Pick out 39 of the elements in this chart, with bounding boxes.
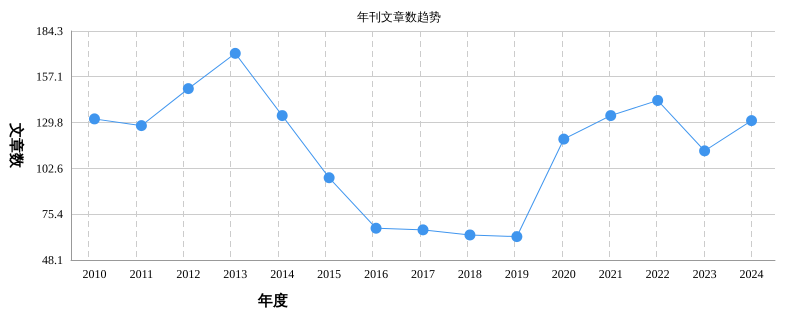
point: [558, 134, 570, 145]
point: [324, 172, 335, 184]
point: [230, 48, 241, 59]
x-tick-label: 2018: [458, 267, 482, 281]
point: [136, 120, 147, 132]
point: [605, 110, 616, 122]
chart-title: 年刊文章数趋势: [357, 10, 441, 24]
y-tick-label: 184.3: [36, 24, 63, 38]
point: [182, 83, 194, 94]
y-axis-title: 文章数: [8, 122, 26, 169]
x-tick-label: 2022: [646, 267, 670, 281]
x-tick-label: 2015: [317, 267, 342, 281]
x-tick-label: 2021: [598, 267, 623, 281]
x-axis-title: 年度: [257, 292, 288, 310]
y-tick-label: 48.1: [42, 253, 63, 267]
y-tick-label: 102.6: [36, 161, 63, 176]
point: [418, 224, 428, 236]
x-tick-label: 2019: [504, 267, 529, 281]
x-tick-label: 2012: [176, 267, 200, 281]
point: [88, 113, 100, 124]
point: [276, 110, 288, 122]
x-tick-label: 2010: [82, 267, 106, 281]
point: [370, 222, 382, 234]
point: [464, 229, 476, 240]
point: [746, 115, 758, 126]
x-tick-label: 2013: [223, 267, 248, 281]
x-tick-label: 2016: [364, 267, 388, 281]
x-tick-label: 2024: [740, 267, 764, 281]
point: [511, 231, 522, 242]
x-tick-label: 2023: [692, 267, 717, 281]
y-tick-label: 75.4: [42, 207, 63, 222]
y-tick-label: 157.1: [36, 70, 63, 84]
point: [699, 145, 710, 156]
point: [652, 94, 664, 106]
x-tick-label: 2017: [411, 267, 435, 281]
y-tick-label: 129.8: [36, 116, 63, 130]
x-tick-label: 2011: [130, 267, 154, 281]
x-tick-label: 2014: [270, 267, 294, 281]
x-tick-label: 2020: [552, 267, 576, 281]
